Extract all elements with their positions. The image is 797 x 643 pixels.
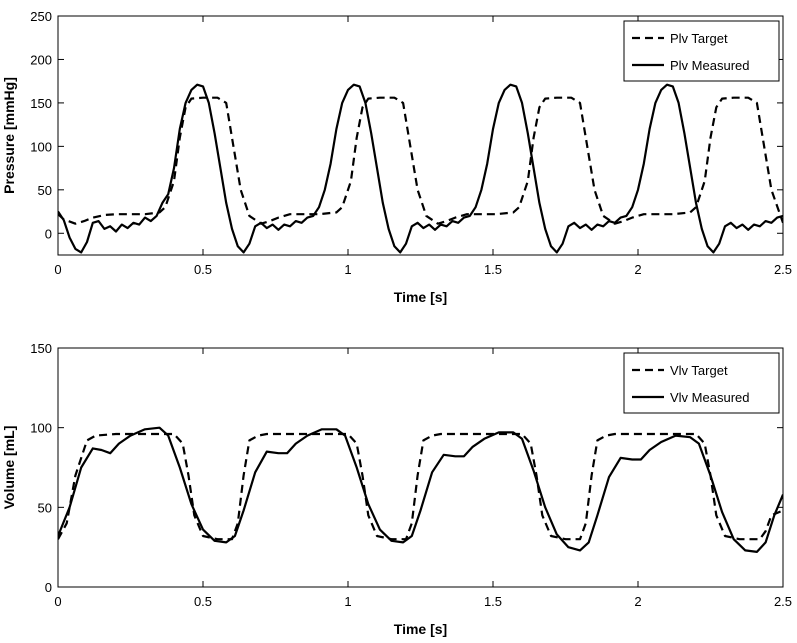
plot-area [57,15,784,256]
y-axis-label: Pressure [mmHg] [1,77,17,194]
y-tick-label: 200 [30,52,52,67]
plot-area [57,347,784,588]
legend-label: Vlv Measured [670,390,749,405]
series-line-target [58,432,783,541]
y-tick-label: 0 [45,580,52,595]
x-tick-label: 2.5 [774,594,792,609]
y-axis-label: Volume [mL] [1,426,17,510]
legend-box [623,352,780,414]
x-tick-label: 2.5 [774,262,792,277]
x-tick-label: 2 [634,262,641,277]
series-line-measured [58,426,783,554]
y-tick-label: 50 [38,183,52,198]
x-tick-label: 1 [344,262,351,277]
x-axis-label: Time [s] [394,289,447,305]
legend-label: Plv Target [670,31,728,46]
x-tick-label: 1 [344,594,351,609]
y-tick-label: 100 [30,421,52,436]
volume-chart: 0 0.5 1 1.5 2 2.5 0 50 100 150 Time [s] Volume [mL]… [1,341,792,637]
y-tick-label: 250 [30,9,52,24]
x-tick-label: 0 [54,594,61,609]
pressure-chart: 0 0.5 1 1.5 2 2.5 0 50 100 150 200 250 Time [s] Press… [1,9,792,305]
legend: Vlv Target Vlv Measured [623,352,780,414]
y-tick-label: 100 [30,139,52,154]
y-tick-label: 150 [30,341,52,356]
x-tick-label: 0.5 [194,262,212,277]
legend: Plv Target Plv Measured [623,20,780,82]
x-tick-label: 0.5 [194,594,212,609]
legend-label: Plv Measured [670,58,749,73]
legend-label: Vlv Target [670,363,728,378]
x-tick-label: 2 [634,594,641,609]
y-tick-label: 50 [38,500,52,515]
y-tick-label: 150 [30,96,52,111]
x-tick-label: 1.5 [484,262,502,277]
y-tick-label: 0 [45,226,52,241]
series-line-target [58,96,783,225]
x-tick-label: 0 [54,262,61,277]
series-line-measured [58,83,783,254]
legend-box [623,20,780,82]
x-tick-label: 1.5 [484,594,502,609]
x-axis-label: Time [s] [394,621,447,637]
